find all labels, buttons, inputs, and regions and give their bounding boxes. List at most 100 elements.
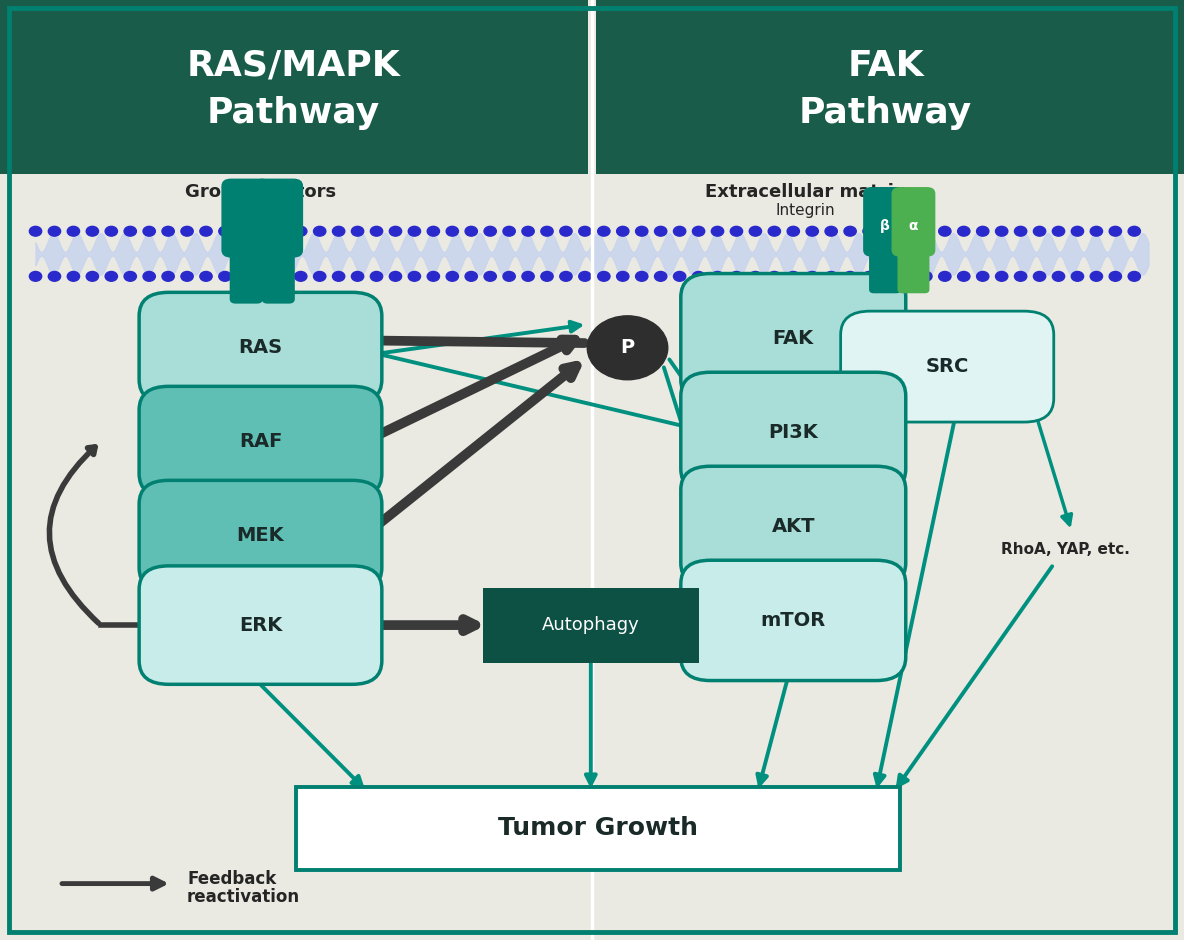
Text: ERK: ERK [239, 616, 282, 635]
Circle shape [276, 272, 288, 281]
FancyBboxPatch shape [681, 372, 906, 493]
FancyBboxPatch shape [230, 249, 263, 304]
Circle shape [295, 227, 307, 236]
Text: RTK: RTK [243, 201, 278, 220]
Circle shape [1128, 272, 1140, 281]
Text: SRC: SRC [926, 357, 969, 376]
Circle shape [863, 227, 875, 236]
Circle shape [446, 227, 458, 236]
Text: RhoA, YAP, etc.: RhoA, YAP, etc. [1002, 542, 1130, 557]
Text: β: β [880, 219, 890, 232]
Circle shape [162, 227, 174, 236]
Circle shape [598, 227, 610, 236]
Circle shape [768, 227, 780, 236]
Circle shape [655, 227, 667, 236]
Circle shape [1090, 272, 1102, 281]
Circle shape [901, 272, 913, 281]
Circle shape [996, 272, 1008, 281]
Circle shape [863, 272, 875, 281]
Circle shape [1072, 227, 1083, 236]
Circle shape [295, 272, 307, 281]
FancyBboxPatch shape [140, 566, 381, 684]
Text: Autophagy: Autophagy [542, 616, 639, 635]
Circle shape [731, 227, 742, 236]
Circle shape [276, 227, 288, 236]
FancyBboxPatch shape [897, 246, 929, 293]
Circle shape [1053, 272, 1064, 281]
Text: mTOR: mTOR [760, 611, 826, 630]
Circle shape [636, 272, 648, 281]
Circle shape [181, 227, 193, 236]
Circle shape [390, 227, 401, 236]
Circle shape [522, 227, 534, 236]
FancyBboxPatch shape [140, 386, 381, 497]
Circle shape [844, 227, 856, 236]
Text: Extracellular matrix: Extracellular matrix [704, 182, 906, 201]
Circle shape [238, 272, 250, 281]
Circle shape [579, 227, 591, 236]
Text: PI3K: PI3K [768, 423, 818, 442]
Circle shape [749, 227, 761, 236]
Circle shape [598, 272, 610, 281]
FancyBboxPatch shape [140, 292, 381, 403]
Circle shape [124, 227, 136, 236]
Text: Integrin: Integrin [776, 203, 835, 218]
Circle shape [958, 227, 970, 236]
Circle shape [49, 227, 60, 236]
Circle shape [465, 272, 477, 281]
Circle shape [503, 272, 515, 281]
FancyBboxPatch shape [869, 246, 901, 293]
Circle shape [67, 272, 79, 281]
Circle shape [484, 227, 496, 236]
Circle shape [844, 272, 856, 281]
Circle shape [408, 272, 420, 281]
Circle shape [446, 272, 458, 281]
Circle shape [86, 227, 98, 236]
Circle shape [371, 227, 382, 236]
Text: AKT: AKT [772, 517, 815, 536]
Circle shape [390, 272, 401, 281]
Circle shape [333, 227, 345, 236]
Circle shape [200, 272, 212, 281]
FancyBboxPatch shape [140, 480, 381, 591]
Circle shape [219, 227, 231, 236]
FancyArrowPatch shape [50, 446, 98, 623]
Circle shape [219, 272, 231, 281]
Text: FAK
Pathway: FAK Pathway [799, 49, 972, 130]
Circle shape [1053, 227, 1064, 236]
Circle shape [541, 227, 553, 236]
Circle shape [655, 272, 667, 281]
Circle shape [674, 227, 686, 236]
Circle shape [977, 272, 989, 281]
Circle shape [257, 272, 269, 281]
Circle shape [939, 227, 951, 236]
Text: Growth factors: Growth factors [185, 182, 336, 201]
Circle shape [787, 272, 799, 281]
Circle shape [787, 227, 799, 236]
Text: MEK: MEK [237, 526, 284, 545]
Circle shape [1034, 227, 1045, 236]
Circle shape [749, 272, 761, 281]
Circle shape [541, 272, 553, 281]
Circle shape [768, 272, 780, 281]
Circle shape [200, 227, 212, 236]
FancyBboxPatch shape [0, 0, 588, 174]
Circle shape [67, 227, 79, 236]
FancyBboxPatch shape [596, 0, 1184, 174]
Circle shape [825, 227, 837, 236]
Circle shape [352, 227, 363, 236]
Circle shape [105, 227, 117, 236]
Text: reactivation: reactivation [187, 887, 301, 906]
Circle shape [693, 227, 704, 236]
Circle shape [49, 272, 60, 281]
Circle shape [522, 272, 534, 281]
Text: RAS/MAPK
Pathway: RAS/MAPK Pathway [187, 49, 400, 130]
Circle shape [560, 272, 572, 281]
Circle shape [617, 227, 629, 236]
Circle shape [825, 272, 837, 281]
Text: RAF: RAF [239, 432, 282, 451]
Circle shape [314, 227, 326, 236]
FancyBboxPatch shape [296, 787, 900, 870]
FancyBboxPatch shape [863, 187, 907, 257]
Text: Feedback: Feedback [187, 870, 276, 888]
